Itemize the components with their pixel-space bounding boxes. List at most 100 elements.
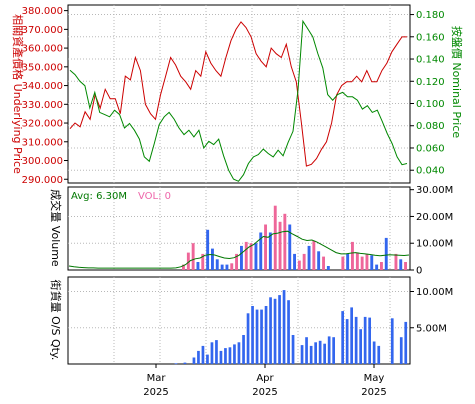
left-axis-title: 相關資產價格 Underlying Price: [11, 14, 25, 174]
outstanding-bar: [305, 337, 308, 364]
outstanding-bar: [242, 335, 245, 364]
volume-bar: [215, 259, 219, 270]
volume-bar: [220, 264, 224, 270]
volume-average-label: Avg: 6.30M: [71, 191, 127, 202]
outstanding-bar: [309, 345, 313, 364]
year-label: 2025: [143, 387, 168, 398]
right-tick-label: 0.140: [416, 55, 445, 66]
year-label: 2025: [252, 387, 277, 398]
right-axis-title: 按盤價 Nominal Price: [450, 26, 464, 139]
outstanding-bar: [174, 363, 178, 365]
volume-bar: [230, 263, 234, 270]
left-tick-label: 340.000: [22, 81, 63, 92]
outstanding-tick-label: 5.00M: [416, 323, 447, 334]
left-tick-label: 380.000: [22, 6, 63, 17]
volume-bar: [182, 264, 185, 270]
outstanding-bar: [260, 309, 263, 364]
volume-bar: [297, 260, 301, 270]
outstanding-bar: [269, 297, 272, 364]
volume-bar: [293, 253, 296, 270]
volume-average-line: [68, 230, 410, 269]
volume-bar: [240, 245, 243, 270]
month-label: Apr: [256, 373, 274, 384]
volume-bar: [283, 213, 287, 270]
outstanding-axis-title: 街貨量 O/S Qty.: [49, 280, 63, 361]
outstanding-bar: [255, 309, 259, 364]
volume-bar: [404, 262, 407, 270]
volume-bar: [264, 224, 267, 270]
left-tick-label: 290.000: [22, 175, 63, 186]
volume-vol-label: VOL: 0: [138, 191, 171, 202]
volume-bar: [273, 205, 277, 270]
volume-bar: [211, 248, 214, 270]
outstanding-bar: [264, 306, 268, 364]
volume-axis-title: 成交量 Volume: [49, 189, 63, 267]
outstanding-bar: [210, 342, 214, 365]
left-tick-label: 360.000: [22, 44, 63, 55]
volume-bar: [370, 255, 374, 270]
nominal-price-line: [69, 19, 408, 182]
price-panel-frame: [67, 4, 411, 184]
outstanding-bar: [206, 354, 209, 364]
volume-bar: [225, 264, 229, 270]
right-tick-label: 0.100: [416, 99, 445, 110]
outstanding-bar: [363, 316, 367, 364]
outstanding-bar: [390, 318, 394, 364]
volume-bar: [399, 259, 403, 270]
outstanding-bar: [273, 298, 277, 365]
volume-tick-label: 20.00M: [416, 212, 453, 223]
volume-bar: [254, 243, 258, 270]
outstanding-bar: [399, 337, 403, 364]
right-tick-label: 0.160: [416, 32, 445, 43]
left-tick-label: 320.000: [22, 119, 63, 130]
outstanding-bar: [237, 342, 241, 365]
volume-bar: [191, 243, 195, 270]
outstanding-bar: [345, 319, 349, 364]
outstanding-bar: [251, 306, 254, 364]
volume-bar: [375, 264, 379, 270]
volume-bar: [326, 266, 330, 270]
outstanding-bar: [350, 307, 353, 364]
outstanding-bar: [314, 342, 317, 365]
volume-bar: [186, 252, 190, 270]
outstanding-bar: [192, 357, 196, 364]
left-tick-label: 350.000: [22, 62, 63, 73]
volume-bar: [322, 256, 325, 270]
outstanding-bar: [287, 300, 290, 364]
outstanding-bar: [318, 340, 322, 364]
volume-bar: [244, 241, 248, 270]
outstanding-bar: [300, 345, 304, 364]
volume-bar: [206, 229, 210, 270]
volume-bar: [235, 253, 238, 270]
outstanding-bar: [291, 335, 295, 364]
outstanding-bar: [404, 321, 408, 364]
outstanding-bar: [332, 337, 335, 364]
outstanding-bar: [323, 343, 326, 364]
outstanding-bar: [327, 336, 331, 364]
outstanding-bar: [228, 347, 232, 364]
outstanding-bar: [201, 345, 205, 364]
volume-bar: [259, 232, 263, 270]
outstanding-bar: [233, 344, 236, 364]
right-tick-label: 0.080: [416, 121, 445, 132]
month-label: May: [364, 373, 385, 384]
volume-bar: [312, 240, 316, 270]
volume-bar: [249, 243, 253, 270]
volume-bar: [288, 224, 292, 270]
volume-bar: [360, 256, 364, 270]
outstanding-bar: [278, 295, 281, 364]
left-tick-label: 300.000: [22, 156, 63, 167]
right-tick-label: 0.180: [416, 10, 445, 21]
volume-bar: [341, 256, 345, 270]
volume-bar: [394, 253, 398, 270]
volume-bar: [302, 253, 306, 270]
volume-bar: [380, 262, 383, 270]
volume-bar: [346, 253, 350, 270]
volume-bar: [355, 252, 359, 270]
volume-bar: [268, 232, 272, 270]
outstanding-bar: [282, 290, 286, 364]
volume-tick-label: 30.00M: [416, 185, 453, 196]
outstanding-bar: [224, 348, 227, 364]
